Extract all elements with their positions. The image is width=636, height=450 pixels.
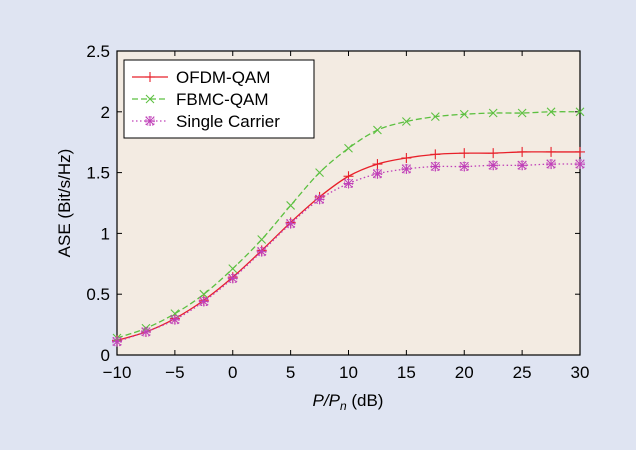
data-point <box>145 72 155 82</box>
data-point <box>488 148 499 159</box>
data-point <box>546 146 557 157</box>
x-tick-label: 0 <box>228 363 237 382</box>
series-single-carrier <box>112 159 585 347</box>
data-point <box>517 108 527 118</box>
y-tick-label: 0.5 <box>86 285 110 304</box>
data-point <box>315 168 324 177</box>
data-point <box>459 161 470 172</box>
y-tick-label: 2.5 <box>86 42 110 61</box>
x-tick-label: 15 <box>397 363 416 382</box>
legend-label: OFDM-QAM <box>176 68 270 87</box>
x-tick-label: 5 <box>286 363 295 382</box>
y-tick-label: 0 <box>101 346 110 365</box>
data-point <box>401 153 412 164</box>
data-point <box>314 194 325 205</box>
data-point <box>401 163 412 174</box>
data-point <box>169 314 180 325</box>
legend-item: Single Carrier <box>132 112 280 131</box>
legend-label: FBMC-QAM <box>176 90 269 109</box>
series-fbmc-qam <box>112 107 585 343</box>
data-point <box>198 296 209 307</box>
legend-item: FBMC-QAM <box>132 90 269 109</box>
data-point <box>459 109 469 119</box>
data-point <box>575 107 585 117</box>
series-layer <box>112 107 585 347</box>
legend: OFDM-QAM FBMC-QAM Single Carrier <box>123 59 315 139</box>
data-point <box>430 149 441 160</box>
y-axis-label: ASE (Bit/s/Hz) <box>55 149 74 258</box>
x-axis-label-subscript: n <box>340 399 347 413</box>
data-point <box>546 159 557 170</box>
data-point <box>286 201 296 210</box>
data-point <box>546 107 556 117</box>
axis-ticks: −10 −5 0 5 10 15 20 25 30 0 0.5 1 1.5 2 2.5 <box>86 42 589 382</box>
data-point <box>401 117 411 126</box>
x-tick-label: −5 <box>165 363 184 382</box>
data-point <box>373 125 382 135</box>
data-point <box>517 146 528 157</box>
data-point <box>199 289 209 299</box>
data-point <box>145 94 155 104</box>
x-tick-label: 10 <box>339 363 358 382</box>
x-tick-label: 30 <box>571 363 590 382</box>
y-tick-label: 1 <box>101 224 110 243</box>
x-axis-label-italic: P/P <box>313 391 341 410</box>
data-point <box>575 146 585 157</box>
data-point <box>430 112 440 122</box>
x-tick-label: −10 <box>103 363 132 382</box>
data-point <box>112 336 122 347</box>
data-point <box>372 159 383 170</box>
data-point <box>256 246 267 257</box>
data-point <box>285 218 296 229</box>
data-point <box>517 160 528 171</box>
legend-item: OFDM-QAM <box>132 68 270 87</box>
data-point <box>257 235 267 244</box>
x-axis-label-unit: (dB) <box>347 391 384 410</box>
x-tick-label: 20 <box>455 363 474 382</box>
data-point <box>344 143 353 153</box>
data-point <box>488 108 498 118</box>
data-point <box>227 273 238 284</box>
data-point <box>140 326 151 337</box>
legend-label: Single Carrier <box>176 112 280 131</box>
series-line <box>116 111 581 339</box>
data-point <box>343 178 354 189</box>
y-tick-label: 1.5 <box>86 164 110 183</box>
data-point <box>372 168 383 179</box>
data-point <box>459 148 470 159</box>
y-tick-label: 2 <box>101 103 110 122</box>
x-tick-label: 25 <box>513 363 532 382</box>
data-point <box>145 116 155 126</box>
data-point <box>575 159 585 170</box>
x-axis-label: P/Pn (dB) <box>313 391 384 413</box>
data-point <box>228 264 238 274</box>
data-point <box>430 161 441 172</box>
data-point <box>488 160 499 171</box>
